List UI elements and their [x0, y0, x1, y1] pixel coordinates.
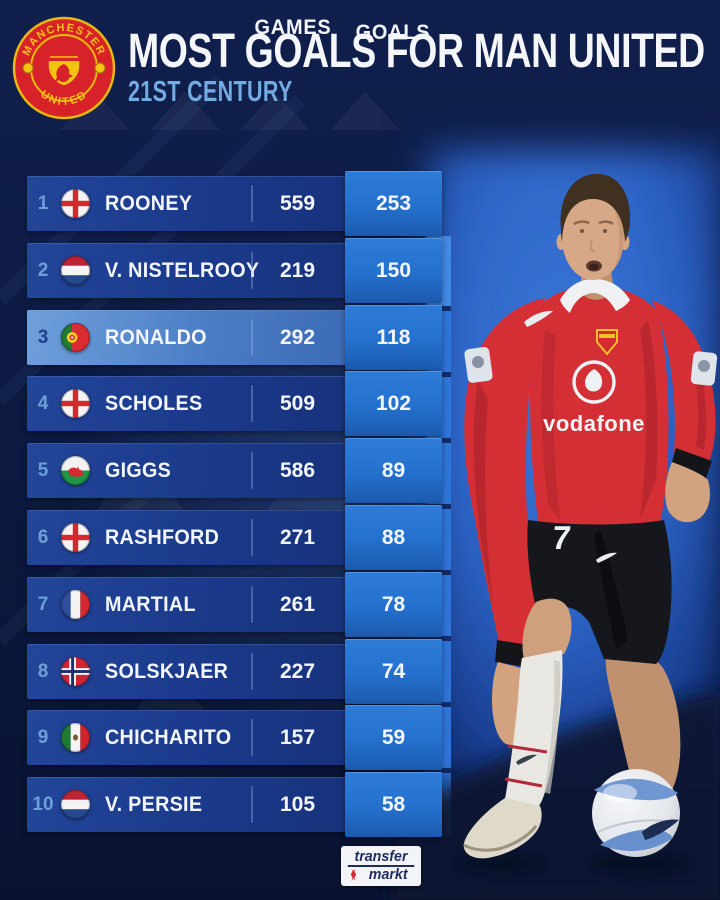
table-row: 6 RASHFORD 271 88 [0, 505, 460, 570]
rank-label: 10 [32, 794, 54, 815]
column-divider [251, 319, 253, 356]
england-flag-icon [61, 523, 90, 552]
table-row: 5 GIGGS 586 89 [0, 438, 460, 503]
rank-label: 9 [37, 727, 49, 748]
goals-value: 58 [381, 793, 406, 816]
rank-label: 6 [37, 527, 49, 548]
column-divider [251, 586, 253, 623]
goals-value: 89 [381, 459, 406, 482]
england-flag-icon [61, 189, 90, 218]
table-row: 3 RONALDO 292 118 [0, 305, 460, 370]
goals-box: 150 [345, 238, 442, 303]
page-title: MOST GOALS FOR MAN UNITED [128, 25, 705, 78]
games-column-header: GAMES [254, 16, 332, 39]
table-row: 4 SCHOLES 509 102 [0, 371, 460, 436]
column-divider [251, 786, 253, 823]
rank-label: 3 [37, 327, 49, 348]
goals-box: 102 [345, 371, 442, 436]
mexico-flag-icon [61, 723, 90, 752]
column-divider [251, 385, 253, 422]
column-divider [251, 719, 253, 756]
goals-value: 78 [381, 593, 406, 616]
games-value: 157 [279, 726, 316, 749]
england-flag-icon [61, 389, 90, 418]
rank-label: 1 [37, 193, 49, 214]
games-value: 271 [279, 526, 316, 549]
player-figure: vodafone 7 [463, 173, 718, 859]
page-subtitle: 21ST CENTURY [128, 76, 293, 108]
wales-flag-icon [61, 456, 90, 485]
goals-value: 88 [381, 526, 406, 549]
netherlands-flag-icon [61, 256, 90, 285]
sponsor-logo-icon [572, 360, 616, 404]
france-flag-icon [61, 590, 90, 619]
player-name: V. NISTELROOY [105, 259, 260, 282]
goals-box: 89 [345, 438, 442, 503]
goals-value: 253 [375, 192, 412, 215]
player-name: V. PERSIE [105, 793, 203, 816]
goals-value: 102 [375, 392, 412, 415]
table-row: 10 V. PERSIE 105 58 [0, 772, 460, 837]
games-value: 559 [279, 192, 316, 215]
player-name: ROONEY [105, 192, 193, 215]
rank-label: 8 [37, 661, 49, 682]
football-icon [592, 769, 680, 857]
manchester-united-crest-icon: MANCHESTER UNITED [12, 16, 116, 120]
goals-box: 59 [345, 705, 442, 770]
rank-label: 4 [37, 393, 49, 414]
goals-column-header: GOALS [355, 21, 431, 44]
games-value: 227 [279, 660, 316, 683]
player-name: SOLSKJAER [105, 660, 229, 683]
sponsor-text: vodafone [543, 411, 645, 436]
games-value: 219 [279, 259, 316, 282]
goals-box: 78 [345, 572, 442, 637]
rank-label: 5 [37, 460, 49, 481]
player-name: SCHOLES [105, 392, 203, 415]
player-name: GIGGS [105, 459, 172, 482]
goals-box: 58 [345, 772, 442, 837]
games-value: 261 [279, 593, 316, 616]
brand-line2: markt [348, 867, 415, 883]
rank-label: 2 [37, 260, 49, 281]
rank-label: 7 [37, 594, 49, 615]
table-row: 7 MARTIAL 261 78 [0, 572, 460, 637]
transfermarkt-devil-icon [351, 869, 356, 881]
player-name: CHICHARITO [105, 726, 232, 749]
brand-line1: transfer [347, 849, 415, 867]
goals-value: 150 [375, 259, 412, 282]
portugal-flag-icon [61, 323, 90, 352]
games-value: 509 [279, 392, 316, 415]
ronaldo-player-photo: vodafone 7 [390, 150, 720, 900]
goals-value: 74 [381, 660, 406, 683]
table-row: 2 V. NISTELROOY 219 150 [0, 238, 460, 303]
goals-box: 74 [345, 639, 442, 704]
player-name: MARTIAL [105, 593, 196, 616]
games-value: 105 [279, 793, 316, 816]
player-name: RONALDO [105, 326, 207, 349]
table-row: 1 ROONEY 559 253 [0, 171, 460, 236]
shirt-number: 7 [550, 520, 572, 557]
norway-flag-icon [61, 657, 90, 686]
column-divider [251, 653, 253, 690]
goals-value: 118 [376, 326, 411, 349]
goals-box: 253 [345, 171, 442, 236]
goals-box: 118 [345, 305, 442, 370]
netherlands-flag-icon [61, 790, 90, 819]
player-name: RASHFORD [105, 526, 220, 549]
games-value: 586 [279, 459, 316, 482]
transfermarkt-logo: transfer markt [341, 846, 421, 886]
ranking-table: 1 ROONEY 559 253 2 V. NISTELROOY 219 150… [0, 171, 460, 837]
games-value: 292 [279, 326, 316, 349]
column-divider [251, 185, 253, 222]
goals-box: 88 [345, 505, 442, 570]
table-row: 8 SOLSKJAER 227 74 [0, 639, 460, 704]
goals-value: 59 [381, 726, 406, 749]
nike-swoosh-icon [524, 310, 553, 327]
column-divider [251, 252, 253, 289]
club-crest-icon [596, 329, 618, 356]
table-row: 9 CHICHARITO 157 59 [0, 705, 460, 770]
column-divider [251, 452, 253, 489]
column-divider [251, 519, 253, 556]
